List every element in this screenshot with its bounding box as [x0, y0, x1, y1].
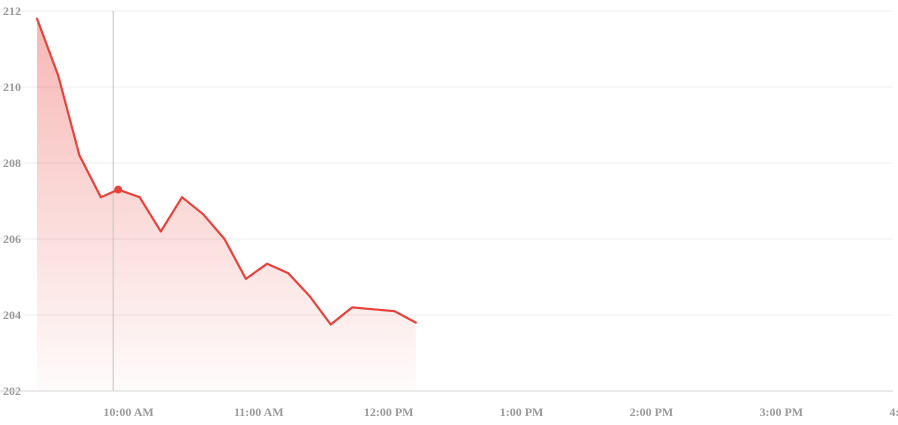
x-axis-tick-labels: 10:00 AM 11:00 AM 12:00 PM 1:00 PM 2:00 PM 3:… — [103, 405, 898, 419]
x-tick-label: 4:00 PM — [889, 405, 898, 419]
hover-marker[interactable] — [114, 185, 123, 194]
series-line-layer — [35, 17, 417, 326]
y-tick-label: 212 — [3, 4, 21, 18]
y-tick-label: 206 — [3, 232, 21, 246]
area-fill-layer — [37, 18, 416, 391]
x-tick-label: 2:00 PM — [630, 405, 674, 419]
y-tick-label: 210 — [3, 80, 21, 94]
x-tick-label: 3:00 PM — [759, 405, 803, 419]
hover-marker-layer — [114, 185, 123, 194]
area-fill — [37, 18, 416, 391]
x-tick-label: 12:00 PM — [364, 405, 414, 419]
y-tick-label: 208 — [3, 156, 21, 170]
x-tick-label: 10:00 AM — [103, 405, 153, 419]
x-tick-label: 1:00 PM — [500, 405, 544, 419]
y-tick-label: 204 — [3, 308, 21, 322]
x-tick-label: 11:00 AM — [234, 405, 284, 419]
series-line — [35, 17, 417, 326]
